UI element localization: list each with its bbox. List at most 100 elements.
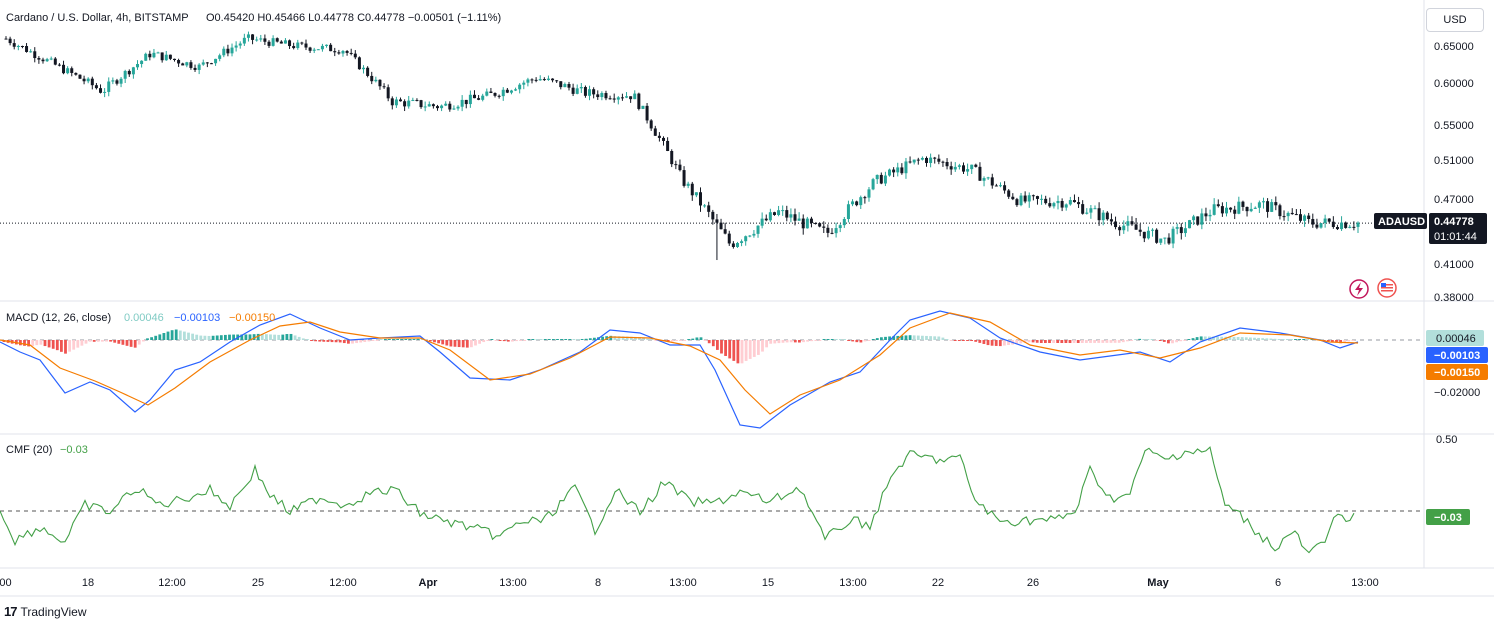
macd-histogram-bar [1052,340,1055,343]
candle-body [933,157,937,159]
candle-body [1183,228,1187,234]
macd-histogram-bar [904,335,908,340]
currency-button[interactable]: USD [1426,8,1484,32]
macd-histogram-bar [1105,340,1109,343]
macd-histogram-bar [1138,338,1142,340]
price-axis-label: 0.47000 [1434,194,1474,206]
candle-body [275,38,279,42]
candle-body [851,201,855,205]
macd-histogram-bar [445,340,449,346]
macd-histogram-bar [568,339,572,340]
macd-histogram-bar [527,339,531,340]
candle-body [1335,226,1339,230]
brand-name: TradingView [20,604,87,619]
macd-histogram-bar [1294,339,1297,340]
macd-histogram-bar [1347,340,1351,342]
candle-body [842,219,846,226]
candle-body [329,44,333,52]
candle-body [1274,202,1278,206]
candle-body [592,89,596,95]
macd-axis-label: −0.02000 [1434,387,1480,399]
signal-tag-bg [1426,364,1488,380]
macd-histogram-bar [207,335,211,340]
macd-histogram-bar [486,340,490,341]
macd-histogram-bar [433,340,436,343]
macd-histogram-bar [863,340,867,342]
candle-body [382,86,386,88]
macd-histogram-bar [908,335,912,340]
candle-body [164,54,168,61]
macd-histogram-bar [695,337,699,340]
candle-body [460,99,464,107]
macd-histogram-bar [1228,336,1232,340]
time-axis-label: 13:00 [839,577,867,589]
macd-histogram-bar [716,340,719,350]
candle-body [25,46,29,52]
macd-histogram-bar [396,339,399,340]
candle-body [312,49,316,51]
macd-histogram-bar [990,340,994,346]
candle-body [555,80,559,82]
candle-body [1015,199,1019,206]
macd-histogram-bar [1171,340,1174,344]
candle-body [1286,212,1290,217]
candle-body [370,75,374,82]
macd-histogram-bar [937,336,941,340]
macd-histogram-bar [1031,340,1035,343]
time-axis-label: :00 [0,577,12,589]
macd-hist-tag-bg [1426,330,1484,346]
candle-body [723,229,727,234]
cmf-title[interactable]: CMF (20) [6,444,52,456]
macd-histogram-bar [1285,339,1289,340]
macd-title[interactable]: MACD (12, 26, close) [6,312,111,324]
time-axis-label: 26 [1027,577,1039,589]
candlestick-series [4,31,1360,261]
candle-body [583,87,587,96]
macd-histogram-bar [121,340,125,345]
candle-body [797,218,801,221]
macd-histogram-bar [137,340,141,345]
candle-body [489,91,493,93]
candle-body [1315,224,1319,228]
candle-body [649,120,653,129]
macd-histogram-bar [547,339,551,340]
lightning-icon[interactable] [1349,279,1369,299]
macd-histogram-bar [613,336,617,340]
candle-body [308,47,312,51]
candle-body [259,38,263,40]
candle-body [855,201,859,206]
candle-body [16,46,20,48]
candle-body [127,70,131,75]
macd-histogram-bar [101,340,104,342]
macd-histogram-bar [265,334,268,340]
candle-body [690,183,694,196]
time-axis[interactable]: :00 18 12:00 25 12:00 Apr 13:00 8 13:00 15 13:00 22… [0,577,1379,589]
macd-histogram-bar [1162,340,1166,342]
candle-body [1146,230,1150,239]
macd-histogram-bar [1035,340,1039,343]
macd-histogram-bar [974,340,978,342]
macd-histogram-bar [1212,336,1215,340]
macd-histogram-bar [154,335,158,340]
macd-histogram-bar [675,340,678,342]
macd-histogram-bar [215,335,219,340]
macd-histogram-bar [650,339,654,340]
macd-histogram-bar [129,340,133,347]
symbol-title[interactable]: Cardano / U.S. Dollar, 4h, BITSTAMP [6,12,189,24]
candle-body [641,105,645,109]
candle-body [871,179,875,190]
candle-body [1064,204,1068,208]
macd-histogram-bar [55,340,59,351]
macd-signal-legend: −0.00150 [229,312,275,324]
us-flag-icon[interactable] [1377,278,1397,298]
candle-body [279,41,283,44]
candle-body [1142,231,1146,239]
price-axis-label: 0.65000 [1434,41,1474,53]
tradingview-logo[interactable]: 17 TradingView [4,604,87,619]
price-axis[interactable]: 0.65000 0.60000 0.55000 0.51000 0.47000 0.410… [1434,41,1474,304]
macd-histogram-bar [777,340,781,344]
candle-body [214,58,218,64]
macd-histogram-bar [449,340,453,347]
macd-histogram-bar [494,340,498,341]
